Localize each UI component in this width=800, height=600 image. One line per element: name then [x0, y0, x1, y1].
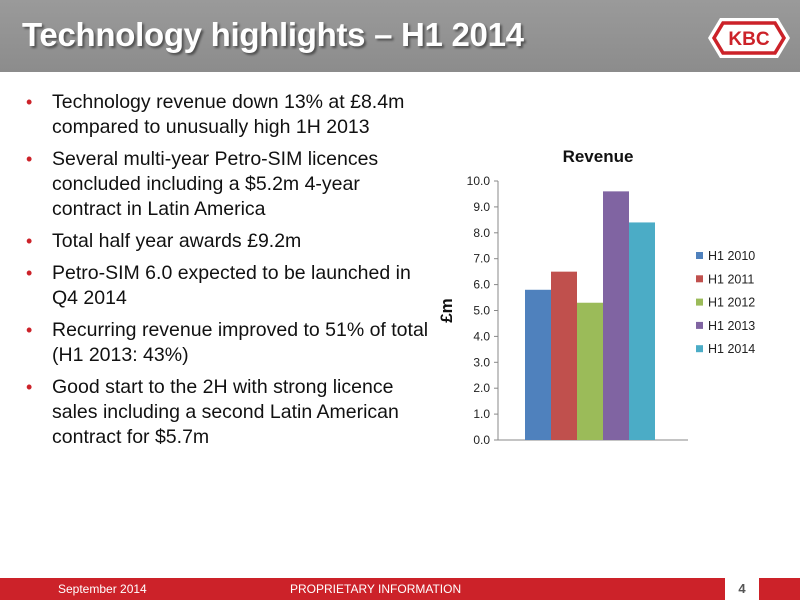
- legend-label: H1 2013: [708, 319, 755, 333]
- bullet-item: • Recurring revenue improved to 51% of to…: [22, 318, 432, 368]
- page-number: 4: [738, 581, 746, 596]
- bar-h1-2013: [603, 191, 629, 440]
- legend-swatch: [696, 275, 703, 283]
- legend-swatch: [696, 298, 703, 306]
- revenue-chart: Revenue £m 0.0 1.0 2.0 3.0 4.0 5.0 6.0 7.0 8.0 9.0 1…: [437, 147, 755, 447]
- legend-label: H1 2014: [708, 342, 755, 356]
- y-tick-label: 0.0: [473, 433, 490, 447]
- y-axis-label: £m: [437, 298, 456, 323]
- bar-h1-2014: [629, 222, 655, 440]
- slide-title: Technology highlights – H1 2014: [22, 16, 524, 53]
- bullet-dot-icon: •: [26, 320, 33, 340]
- legend-label: H1 2010: [708, 249, 755, 263]
- bullet-text: Good start to the 2H with strong licence…: [52, 376, 399, 448]
- bullet-dot-icon: •: [26, 231, 33, 251]
- bullet-text: Petro-SIM 6.0 expected to be launched in…: [52, 262, 411, 309]
- y-tick-label: 2.0: [473, 381, 490, 395]
- legend-label: H1 2011: [708, 272, 754, 286]
- bullet-item: • Several multi-year Petro-SIM licences c…: [22, 147, 432, 222]
- bullet-dot-icon: •: [26, 149, 33, 169]
- y-tick-label: 1.0: [473, 407, 490, 421]
- legend-swatch: [696, 321, 703, 329]
- legend-label: H1 2012: [708, 296, 755, 310]
- footer-date: September 2014: [58, 582, 147, 596]
- y-tick-label: 9.0: [473, 200, 490, 214]
- bullet-list: • Technology revenue down 13% at £8.4m co…: [22, 90, 432, 457]
- bullet-text: Technology revenue down 13% at £8.4m com…: [52, 91, 405, 138]
- logo-text: KBC: [728, 29, 769, 50]
- bar-h1-2010: [525, 289, 551, 440]
- legend-swatch: [696, 345, 703, 353]
- kbc-logo: KBC: [708, 18, 790, 58]
- chart-title: Revenue: [563, 147, 634, 166]
- legend-swatch: [696, 252, 703, 259]
- bullet-item: • Technology revenue down 13% at £8.4m co…: [22, 90, 432, 140]
- bullet-text: Total half year awards £9.2m: [52, 230, 302, 252]
- bullet-dot-icon: •: [26, 263, 33, 283]
- bullet-item: • Total half year awards £9.2m: [22, 229, 432, 254]
- slide-footer: September 2014 PROPRIETARY INFORMATION 4: [0, 578, 800, 600]
- bullet-text: Recurring revenue improved to 51% of tot…: [52, 319, 429, 366]
- y-tick-label: 7.0: [473, 252, 490, 266]
- footer-proprietary-label: PROPRIETARY INFORMATION: [290, 582, 462, 596]
- page-number-box: 4: [724, 578, 759, 600]
- y-tick-label: 3.0: [473, 355, 490, 369]
- y-tick-label: 5.0: [473, 304, 490, 318]
- y-tick-label: 6.0: [473, 278, 490, 292]
- bullet-item: • Good start to the 2H with strong licenc…: [22, 375, 432, 450]
- bullet-dot-icon: •: [26, 92, 33, 112]
- bullet-item: • Petro-SIM 6.0 expected to be launched i…: [22, 261, 432, 311]
- y-tick-label: 8.0: [473, 226, 490, 240]
- slide-header: Technology highlights – H1 2014 KBC: [0, 0, 800, 72]
- y-tick-label: 10.0: [467, 174, 491, 188]
- bullet-dot-icon: •: [26, 377, 33, 397]
- bar-h1-2012: [577, 302, 603, 440]
- y-tick-label: 4.0: [473, 329, 490, 343]
- bar-h1-2011: [551, 271, 577, 440]
- bullet-text: Several multi-year Petro-SIM licences co…: [52, 148, 379, 220]
